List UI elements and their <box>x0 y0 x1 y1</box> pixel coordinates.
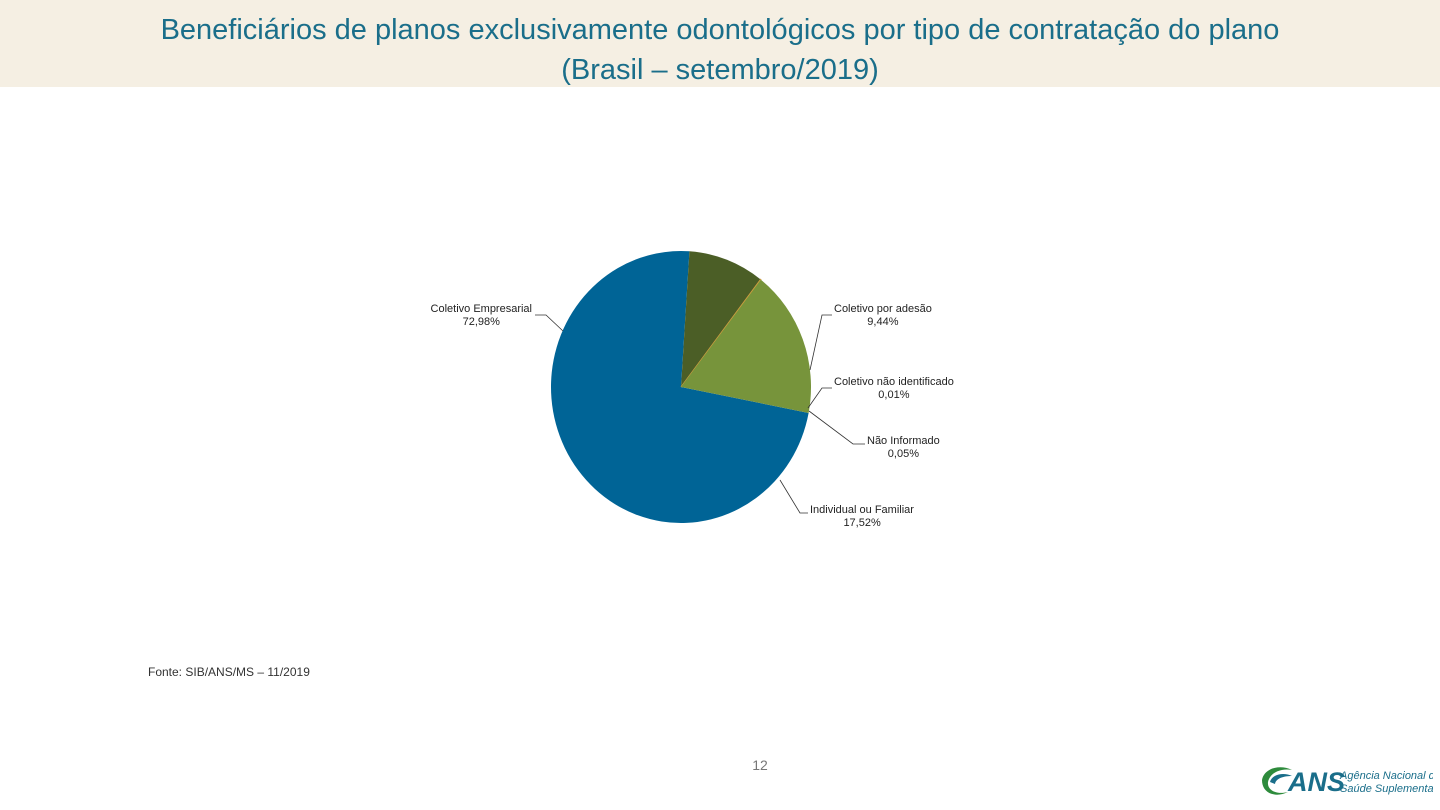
slice-label-name: Coletivo Empresarial <box>431 303 532 315</box>
ans-logo: ANS Agência Nacional de Saúde Suplementa… <box>1262 767 1433 797</box>
logo-main-text: ANS <box>1287 767 1345 797</box>
page-title: Beneficiários de planos exclusivamente o… <box>0 10 1440 90</box>
leader-lines <box>535 314 865 514</box>
slice-label-name: Coletivo por adesão <box>834 303 932 315</box>
pie-slices <box>550 251 811 524</box>
leader-line <box>535 314 564 332</box>
leader-line <box>807 387 832 409</box>
logo-swoosh-inner-icon <box>1270 774 1292 784</box>
slice-label-value: 17,52% <box>843 517 881 529</box>
slice-label-name: Não Informado <box>867 435 940 447</box>
logo-swoosh-icon <box>1262 767 1292 795</box>
leader-line <box>808 410 865 445</box>
page-number: 12 <box>752 757 768 773</box>
slice-label-value: 0,01% <box>878 389 909 401</box>
logo-sub-text-1: Agência Nacional de <box>1339 770 1433 782</box>
slice-label-name: Coletivo não identificado <box>834 376 954 388</box>
pie-slice-individual-ou-familiar <box>681 279 811 413</box>
slice-label-value: 0,05% <box>888 448 919 460</box>
leader-line <box>779 479 808 514</box>
pie-slice-nao-informado <box>680 278 762 388</box>
pie-slice-coletivo-por-adesao <box>681 251 761 387</box>
slice-label-name: Individual ou Familiar <box>810 504 914 516</box>
slice-label-value: 9,44% <box>867 316 898 328</box>
source-note: Fonte: SIB/ANS/MS – 11/2019 <box>148 665 310 679</box>
title-band <box>0 0 1440 87</box>
leader-line <box>809 314 832 371</box>
page-title-line-1: Beneficiários de planos exclusivamente o… <box>160 14 1280 46</box>
page-title-line-2: (Brasil – setembro/2019) <box>561 54 879 86</box>
logo-sub-text-2: Saúde Suplementar <box>1340 783 1433 795</box>
pie-slice-coletivo-empresarial <box>550 251 809 524</box>
slice-label-value: 72,98% <box>463 316 501 328</box>
